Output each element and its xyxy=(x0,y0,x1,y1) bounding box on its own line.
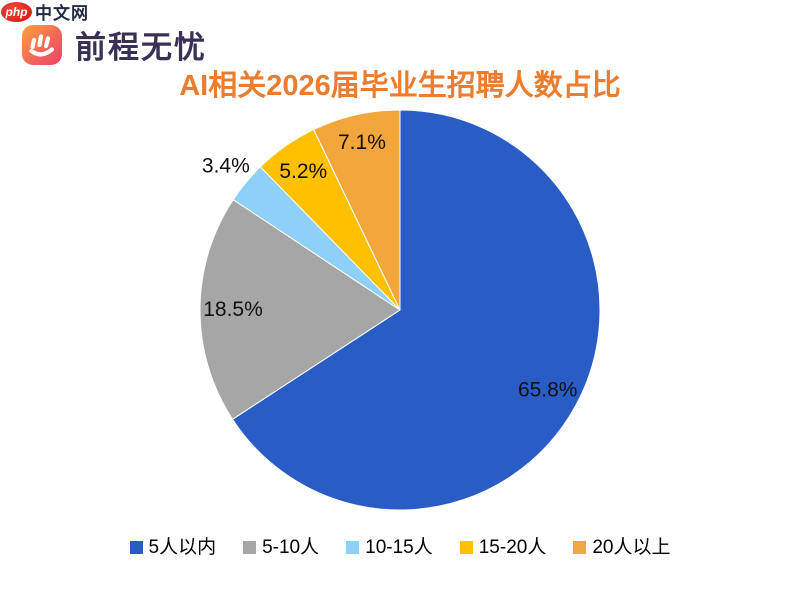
legend-label: 5-10人 xyxy=(262,537,320,558)
hand-smile-glyph xyxy=(29,33,55,56)
legend-label: 5人以内 xyxy=(148,537,217,558)
legend-swatch-icon xyxy=(573,541,587,554)
data-label-5-10人: 18.5% xyxy=(203,298,263,321)
php-site-logo: php 中文网 xyxy=(1,1,89,23)
data-label-15-20人: 5.2% xyxy=(279,160,327,183)
legend-swatch-icon xyxy=(459,541,473,554)
php-badge-text: php xyxy=(5,4,28,19)
51job-hand-smile-icon xyxy=(22,24,62,65)
data-label-20人以上: 7.1% xyxy=(338,131,386,154)
legend-swatch-icon xyxy=(346,541,360,554)
php-site-name: 中文网 xyxy=(35,4,89,23)
legend-swatch-icon xyxy=(243,541,257,554)
php-logo-icon: php xyxy=(1,1,32,22)
legend-item-10-15人: 10-15人 xyxy=(346,538,433,557)
pie-slice-20人以上 xyxy=(313,109,401,311)
51job-brand-text: 前程无忧 xyxy=(75,30,207,65)
chart-title: AI相关2026届毕业生招聘人数占比 xyxy=(179,70,621,102)
51job-logo: 前程无忧 xyxy=(22,22,207,67)
legend-item-5-10人: 5-10人 xyxy=(243,538,319,557)
data-label-10-15人: 3.4% xyxy=(202,154,250,177)
legend-item-20人以上: 20人以上 xyxy=(573,538,670,557)
data-label-5人以内: 65.8% xyxy=(518,379,578,402)
legend-label: 10-15人 xyxy=(365,537,433,558)
pie-slice-5人以内 xyxy=(231,109,601,511)
pie-slice-5-10人 xyxy=(199,198,401,420)
legend-swatch-icon xyxy=(129,541,143,554)
legend-item-5人以内: 5人以内 xyxy=(129,537,217,558)
pie-chart: 65.8% 18.5% 3.4% 5.2% 7.1% xyxy=(199,109,601,511)
legend-label: 20人以上 xyxy=(592,537,671,558)
chart-legend: 5人以内 5-10人 10-15人 15-20人 20人以上 xyxy=(0,538,800,557)
legend-item-15-20人: 15-20人 xyxy=(459,537,547,558)
legend-label: 15-20人 xyxy=(478,537,547,558)
